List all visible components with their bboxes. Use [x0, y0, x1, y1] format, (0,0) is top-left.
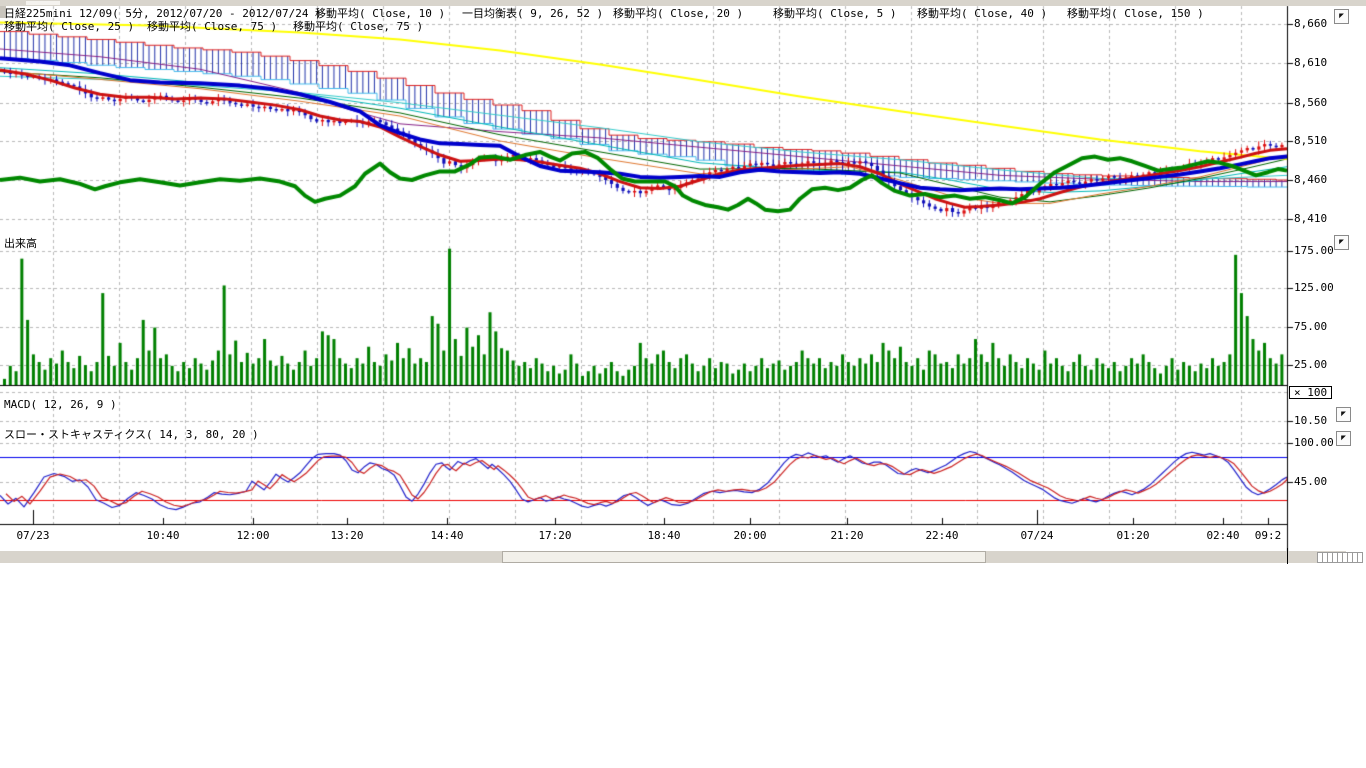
indicator-label-ichimoku: 一目均衡表( 9, 26, 52 ) — [462, 8, 603, 20]
volume-multiplier-badge: × 100 — [1289, 386, 1332, 399]
price-axis-label: 8,560 — [1294, 97, 1327, 109]
stochastics-panel-label: スロー・ストキャスティクス( 14, 3, 80, 20 ) — [4, 429, 259, 441]
panel-arrow-icon: ◤ — [1339, 237, 1344, 246]
time-axis-label: 14:40 — [430, 530, 463, 542]
stoch-panel-arrow-button[interactable]: ◤ — [1336, 431, 1351, 446]
macd-panel-label: MACD( 12, 26, 9 ) — [4, 399, 117, 411]
time-axis-label: 17:20 — [538, 530, 571, 542]
time-axis-label: 22:40 — [925, 530, 958, 542]
volume-axis-label: 25.00 — [1294, 359, 1327, 371]
time-axis-label: 10:40 — [146, 530, 179, 542]
price-axis-label: 8,460 — [1294, 174, 1327, 186]
price-axis-label: 8,410 — [1294, 213, 1327, 225]
scrollbar-cell-row — [1317, 552, 1362, 562]
volume-panel-arrow-button[interactable]: ◤ — [1334, 235, 1349, 250]
price-axis-label: 8,510 — [1294, 135, 1327, 147]
panel-arrow-icon: ◤ — [1341, 433, 1346, 442]
indicator-label-ma20: 移動平均( Close, 20 ) — [613, 8, 743, 20]
time-axis-label: 07/23 — [16, 530, 49, 542]
chart-application-window: 日経225mini 12/09( 5分, 2012/07/20 - 2012/0… — [0, 0, 1366, 768]
indicator-label-ma25: 移動平均( Close, 25 ) — [4, 21, 134, 33]
time-axis-label: 18:40 — [647, 530, 680, 542]
price-panel-arrow-button[interactable]: ◤ — [1334, 9, 1349, 24]
macd-axis-label: 10.50 — [1294, 415, 1327, 427]
panel-arrow-icon: ◤ — [1341, 409, 1346, 418]
indicator-label-ma150: 移動平均( Close, 150 ) — [1067, 8, 1204, 20]
volume-axis-label: 125.00 — [1294, 282, 1334, 294]
indicator-label-ma10: 移動平均( Close, 10 ) — [315, 8, 445, 20]
horizontal-scrollbar-thumb[interactable] — [502, 551, 986, 563]
price-axis-label: 8,610 — [1294, 57, 1327, 69]
time-axis-label: 07/24 — [1020, 530, 1053, 542]
chart-right-border-extension — [1287, 548, 1288, 564]
volume-panel-label: 出来高 — [4, 238, 37, 250]
top-scrollbar-thumb[interactable] — [26, 1, 60, 5]
indicator-label-ma5: 移動平均( Close, 5 ) — [773, 8, 896, 20]
panel-arrow-icon: ◤ — [1339, 11, 1344, 20]
price-axis-label: 8,660 — [1294, 18, 1327, 30]
time-axis-label: 12:00 — [236, 530, 269, 542]
time-axis-label: 02:40 — [1206, 530, 1239, 542]
chart-plot-canvas[interactable] — [0, 0, 1366, 570]
stoch-axis-label: 100.00 — [1294, 437, 1334, 449]
indicator-label-ma40: 移動平均( Close, 40 ) — [917, 8, 1047, 20]
macd-panel-arrow-button[interactable]: ◤ — [1336, 407, 1351, 422]
time-axis-label: 09:2 — [1255, 530, 1282, 542]
time-axis-label: 21:20 — [830, 530, 863, 542]
volume-axis-label: 175.00 — [1294, 245, 1334, 257]
time-axis-label: 20:00 — [733, 530, 766, 542]
top-scrollbar-strip — [0, 0, 1366, 6]
time-axis-label: 13:20 — [330, 530, 363, 542]
indicator-label-ma75b: 移動平均( Close, 75 ) — [293, 21, 423, 33]
time-axis-label: 01:20 — [1116, 530, 1149, 542]
indicator-label-ma75a: 移動平均( Close, 75 ) — [147, 21, 277, 33]
stoch-axis-label: 45.00 — [1294, 476, 1327, 488]
volume-axis-label: 75.00 — [1294, 321, 1327, 333]
scrollbar-cell[interactable] — [1357, 552, 1363, 563]
chart-title: 日経225mini 12/09( 5分, 2012/07/20 - 2012/0… — [4, 8, 322, 20]
